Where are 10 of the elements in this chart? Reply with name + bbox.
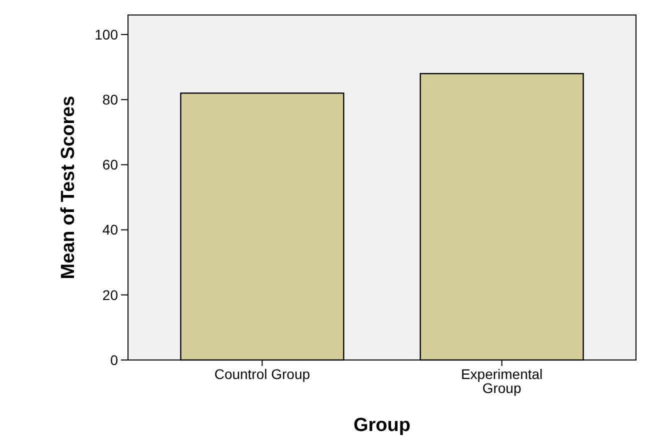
y-tick-label: 20: [102, 286, 118, 303]
y-tick-label: 80: [102, 92, 118, 108]
x-tick-label: Countrol Group: [214, 366, 310, 382]
y-tick-label: 100: [94, 26, 118, 42]
y-tick-label: 40: [102, 222, 118, 238]
y-tick-label: 0: [110, 352, 118, 368]
y-tick-label: 60: [102, 156, 118, 173]
y-axis-title: Mean of Test Scores: [58, 96, 79, 280]
x-tick-label: Experimental Group: [460, 366, 543, 396]
x-axis-title: Group: [354, 415, 410, 436]
